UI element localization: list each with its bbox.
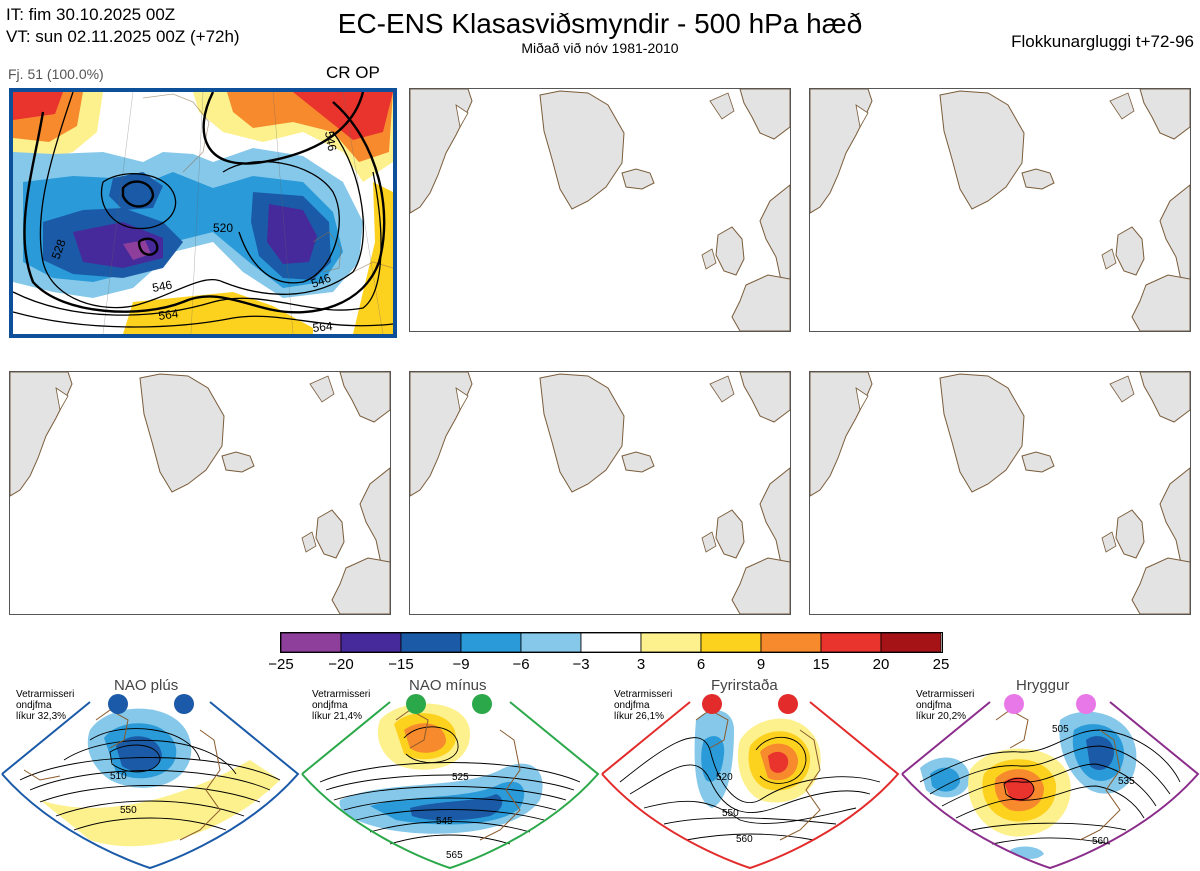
cluster-anomaly-map: 520 528 546 546 564 564 546	[13, 92, 393, 334]
contour-label: 546	[309, 271, 333, 291]
contour-label: 564	[312, 319, 334, 334]
colorbar-tick-label: 6	[696, 656, 706, 673]
contour-label: 535	[1118, 776, 1135, 787]
regime-marker	[406, 694, 426, 714]
colorbar-tick-label: −9	[452, 656, 470, 673]
contour-label: 546	[151, 278, 173, 295]
regime-marker	[472, 694, 492, 714]
empty-map	[10, 372, 390, 614]
colorbar-tick-label: −6	[512, 656, 530, 673]
contour-label: 560	[1092, 836, 1109, 847]
regime-marker	[1004, 694, 1024, 714]
empty-map	[810, 89, 1190, 331]
colorbar-tick-label: 20	[872, 656, 890, 673]
contour-label: 520	[716, 772, 733, 783]
cluster-map-2	[409, 88, 791, 332]
regime-note-nao-minus: Vetrarmisseri ondjfma líkur 21,4%	[312, 689, 371, 722]
colorbar-tick-label: 9	[756, 656, 766, 673]
page-title: EC-ENS Klasasviðsmyndir - 500 hPa hæð	[337, 8, 863, 39]
colorbar-cell	[640, 632, 702, 653]
cluster-map-1: 520 528 546 546 564 564 546	[9, 88, 397, 338]
empty-map	[410, 89, 790, 331]
cluster-map-3	[809, 88, 1191, 332]
header-info: IT: fim 30.10.2025 00Z VT: sun 02.11.202…	[6, 4, 240, 48]
contour-label: 546	[322, 130, 339, 152]
regime-marker	[108, 694, 128, 714]
anomaly-colorbar	[280, 632, 943, 653]
cluster-map-5	[409, 371, 791, 615]
regime-marker	[1076, 694, 1096, 714]
regime-title-blocking: Fyrirstaða	[711, 677, 778, 694]
regime-marker	[778, 694, 798, 714]
regime-note-blocking: Vetrarmisseri ondjfma líkur 26,1%	[614, 689, 673, 722]
colorbar-cell	[880, 632, 942, 653]
contour-label: 528	[49, 237, 69, 261]
colorbar-cell	[520, 632, 582, 653]
regime-title-nao-plus: NAO plús	[114, 677, 179, 694]
regime-map-nao-plus: 510 550	[1, 694, 300, 870]
contour-label: 564	[157, 306, 179, 323]
regime-map-ridge: 505 535 560	[901, 694, 1200, 870]
contour-label: 510	[110, 771, 127, 782]
contour-label: 525	[452, 772, 469, 783]
colorbar-cell	[460, 632, 522, 653]
colorbar-tick-label: 3	[636, 656, 646, 673]
regime-marker	[702, 694, 722, 714]
contour-label: 560	[736, 834, 753, 845]
colorbar-cell	[340, 632, 402, 653]
colorbar-cell	[820, 632, 882, 653]
empty-map	[810, 372, 1190, 614]
contour-label: 520	[213, 221, 233, 235]
colorbar-tick-label: −15	[388, 656, 414, 673]
colorbar-tick-label: 15	[812, 656, 830, 673]
classification-window: Flokkunargluggi t+72-96	[1011, 32, 1194, 51]
page-subtitle: Miðað við nóv 1981-2010	[521, 40, 679, 56]
regime-note-ridge: Vetrarmisseri ondjfma líkur 20,2%	[916, 689, 975, 722]
colorbar-cell	[700, 632, 762, 653]
valid-time: VT: sun 02.11.2025 00Z (+72h)	[6, 27, 240, 46]
contour-label: 550	[120, 805, 137, 816]
cluster-map-4	[9, 371, 391, 615]
regime-title-nao-minus: NAO mínus	[409, 677, 487, 694]
issue-time: IT: fim 30.10.2025 00Z	[6, 5, 176, 24]
empty-map	[410, 372, 790, 614]
contour-label: 565	[446, 850, 463, 861]
regime-note-nao-plus: Vetrarmisseri ondjfma líkur 32,3%	[16, 689, 75, 722]
colorbar-tick-label: −25	[268, 656, 294, 673]
contour-label: 545	[436, 816, 453, 827]
cluster-map-6	[809, 371, 1191, 615]
contour-label: 505	[1052, 724, 1069, 735]
colorbar-cell	[280, 632, 342, 653]
cluster-tag: CR OP	[326, 63, 380, 82]
regime-map-nao-minus: 525 545 565	[301, 694, 600, 870]
colorbar-tick-label: −20	[328, 656, 354, 673]
colorbar-cell	[400, 632, 462, 653]
regime-map-blocking: 520 550 560	[601, 694, 900, 870]
colorbar-tick-label: −3	[572, 656, 590, 673]
member-count: Fj. 51 (100.0%)	[8, 66, 104, 82]
colorbar-cell	[580, 632, 642, 653]
regime-marker	[174, 694, 194, 714]
contour-label: 550	[722, 808, 739, 819]
colorbar-cell	[760, 632, 822, 653]
colorbar-tick-label: 25	[932, 656, 950, 673]
regime-title-ridge: Hryggur	[1016, 677, 1070, 694]
